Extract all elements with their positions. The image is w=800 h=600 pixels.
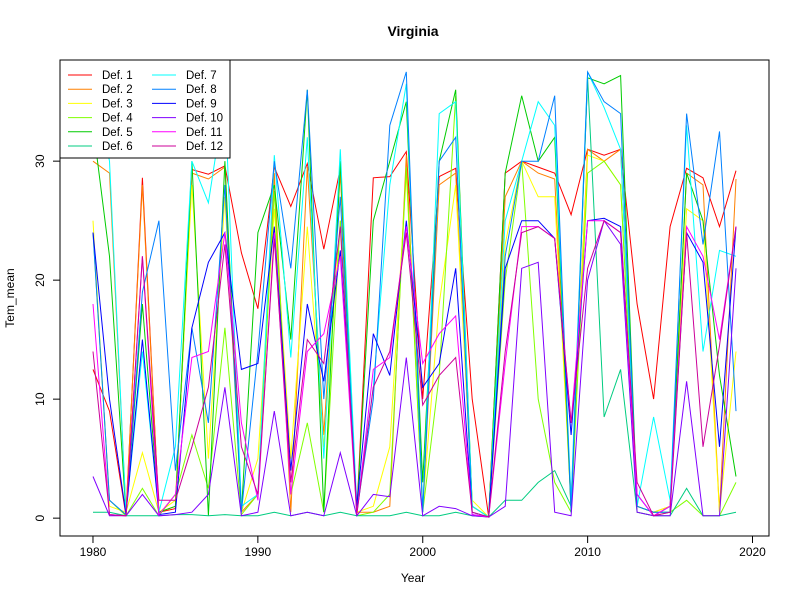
- series-line-12: [92, 219, 737, 518]
- legend-label: Def. 3: [102, 98, 133, 110]
- legend-box: [59, 59, 231, 159]
- legend-label: Def. 12: [186, 141, 223, 153]
- x-tick-label: 2020: [739, 545, 766, 559]
- x-tick-label: 2000: [409, 545, 436, 559]
- series-layer: [92, 70, 737, 519]
- x-tick-label: 2010: [574, 545, 601, 559]
- legend-label: Def. 7: [186, 70, 217, 82]
- legend-label: Def. 1: [102, 70, 133, 82]
- series-line-6: [93, 77, 737, 518]
- legend: Def. 1 Def. 2 Def. 3 Def. 4 Def. 5 Def. 6 Def.…: [59, 59, 231, 159]
- legend-label: Def. 2: [102, 84, 133, 96]
- y-axis: 0 10 20 30: [33, 154, 61, 521]
- legend-label: Def. 10: [186, 113, 223, 125]
- series-line-1: [92, 148, 737, 518]
- legend-label: Def. 4: [102, 113, 133, 125]
- x-tick-label: 1990: [245, 545, 272, 559]
- y-tick-label: 10: [33, 392, 47, 406]
- legend-label: Def. 9: [186, 98, 217, 110]
- series-line-11: [92, 220, 737, 518]
- series-line-4: [92, 95, 737, 518]
- legend-label: Def. 8: [186, 84, 217, 96]
- y-tick-label: 20: [33, 273, 47, 287]
- legend-label: Def. 5: [102, 127, 133, 139]
- legend-label: Def. 6: [102, 141, 133, 153]
- y-tick-label: 30: [33, 154, 47, 168]
- x-tick-label: 1980: [80, 545, 107, 559]
- legend-label: Def. 11: [186, 127, 222, 139]
- y-axis-label: Tem_mean: [3, 268, 17, 327]
- chart-title: Virginia: [387, 23, 438, 39]
- y-tick-label: 0: [33, 514, 47, 521]
- x-axis-label: Year: [401, 571, 425, 585]
- x-axis: 1980 1990 2000 2010 2020: [80, 535, 766, 559]
- series-line-9: [92, 217, 737, 518]
- series-line-10: [92, 219, 737, 518]
